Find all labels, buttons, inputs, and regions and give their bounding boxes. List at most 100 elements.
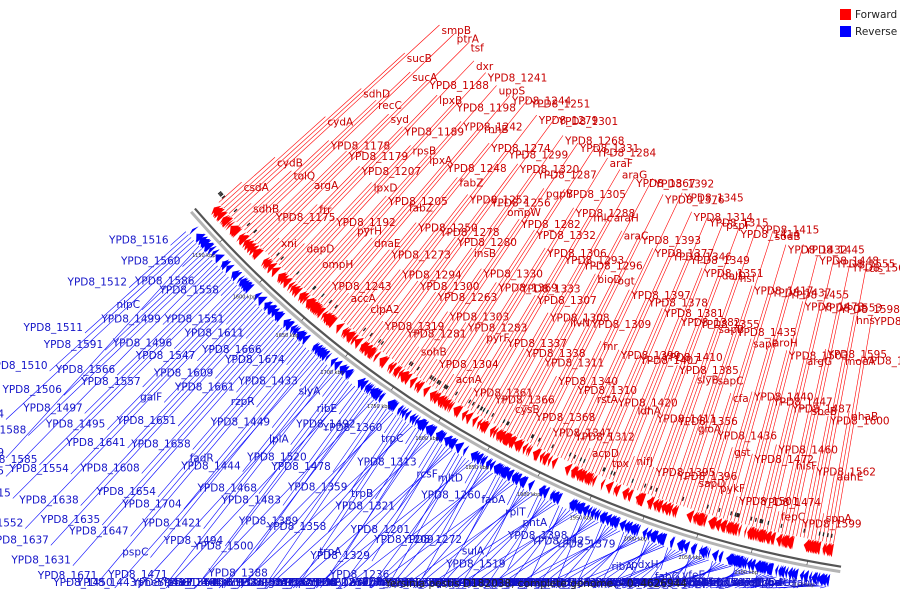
- reverse-gene-label: YPD8_1500: [193, 540, 253, 552]
- forward-gene-label: YPD8_1435: [736, 327, 796, 339]
- feature-mark: [537, 437, 541, 442]
- forward-gene-label: frr: [319, 204, 332, 216]
- forward-callout-line: [560, 431, 574, 459]
- reverse-callout-line: [401, 493, 535, 589]
- forward-feature-arrow: [622, 487, 630, 501]
- reverse-callout-line: [729, 567, 736, 588]
- reverse-gene-label: YPD8_1535: [599, 577, 659, 589]
- forward-callout-line: [309, 121, 462, 294]
- forward-feature-arrow: [400, 370, 410, 383]
- feature-mark: [328, 299, 333, 304]
- reverse-callout-line: [142, 287, 240, 388]
- forward-callout-line: [441, 373, 455, 393]
- forward-gene-label: sapB: [718, 324, 744, 336]
- reverse-callout-line: [537, 527, 614, 589]
- reverse-gene-label: YPD8_1589: [625, 577, 685, 589]
- forward-feature-arrow: [658, 499, 664, 513]
- reverse-feature-arrow: [583, 504, 589, 517]
- reverse-feature-arrow: [296, 330, 306, 341]
- forward-callout-line: [704, 244, 787, 514]
- reverse-gene-label: YPD8_1596: [619, 577, 680, 589]
- forward-callout-line: [510, 273, 596, 433]
- reverse-gene-label: YPD8_1388: [207, 568, 267, 580]
- forward-feature-arrow: [663, 502, 672, 516]
- forward-gene-label: ptrA: [457, 33, 480, 45]
- reverse-feature-arrow: [596, 509, 602, 522]
- forward-feature-arrow: [222, 217, 233, 227]
- reverse-feature-arrow: [515, 473, 522, 485]
- forward-gene-label: YPD8_1487: [791, 403, 851, 415]
- reverse-feature-arrow: [357, 377, 366, 389]
- forward-feature-arrow: [641, 493, 646, 507]
- forward-gene-label: ilvN: [570, 318, 590, 330]
- forward-feature-arrow: [253, 249, 264, 260]
- forward-callout-line: [432, 229, 535, 387]
- forward-gene-label: YPD8_1304: [438, 359, 499, 371]
- forward-callout-line: [814, 263, 868, 540]
- forward-callout-line: [785, 349, 826, 534]
- reverse-gene-label: YPD8_1591: [43, 339, 103, 351]
- reverse-gene-label: YPD8_1608: [79, 462, 139, 474]
- forward-callout-line: [506, 317, 569, 431]
- feature-mark: [471, 401, 475, 406]
- reverse-gene-label: galF: [140, 391, 162, 403]
- reverse-gene-label: YPD8_1538: [587, 577, 647, 589]
- forward-callout-line: [577, 211, 692, 466]
- forward-feature-arrow: [301, 294, 312, 305]
- reverse-gene-label: YPD8_1389: [238, 515, 298, 527]
- feature-mark: [436, 379, 440, 384]
- forward-callout-line: [391, 247, 473, 359]
- forward-callout-line: [317, 237, 373, 301]
- reverse-callout-line: [313, 461, 473, 589]
- forward-gene-label: sapD: [699, 478, 726, 490]
- forward-feature-arrow: [393, 365, 402, 378]
- reverse-feature-arrow: [340, 366, 350, 377]
- feature-mark: [602, 467, 606, 472]
- reverse-callout-line: [424, 503, 556, 589]
- reverse-feature-arrow: [271, 308, 281, 318]
- reverse-feature-arrow: [718, 550, 723, 563]
- reverse-gene-label: YPD8_1275: [375, 577, 435, 589]
- reverse-gene-label: oppC: [689, 577, 716, 589]
- forward-callout-line: [708, 482, 719, 515]
- forward-gene-label: hns: [856, 315, 875, 327]
- reverse-gene-label: YPD8_1551: [164, 313, 224, 325]
- reverse-gene-label: YPD8_1464: [161, 577, 222, 589]
- reverse-gene-label: YPD8_1370: [506, 577, 566, 589]
- reverse-gene-label: YPD8_1597: [691, 577, 751, 589]
- forward-gene-label: cls: [869, 263, 883, 275]
- forward-callout-line: [332, 292, 349, 313]
- reverse-callout-line: [439, 452, 456, 480]
- reverse-callout-line: [127, 306, 260, 449]
- forward-gene-label: YPD8_1561: [851, 263, 900, 275]
- forward-gene-label: ompH: [322, 259, 353, 271]
- forward-gene-label: YPD8_1198: [455, 102, 515, 114]
- reverse-feature-arrow: [731, 554, 739, 568]
- forward-gene-label: aroH: [773, 338, 798, 350]
- forward-gene-label: csdA: [244, 182, 270, 194]
- feature-mark: [246, 222, 251, 227]
- feature-mark: [491, 412, 495, 417]
- reverse-feature-arrow: [581, 504, 591, 517]
- reverse-callout-line: [711, 576, 777, 589]
- reverse-feature-arrow: [302, 335, 312, 346]
- reverse-gene-label: YPD8_1402: [476, 577, 536, 589]
- reverse-feature-arrow: [324, 352, 333, 363]
- forward-callout-line: [473, 212, 592, 413]
- forward-gene-label: YPD8_1279: [538, 115, 598, 127]
- reverse-feature-arrow: [813, 571, 817, 585]
- forward-feature-arrow: [551, 456, 559, 470]
- forward-gene-label: insB: [474, 248, 496, 260]
- forward-feature-arrow: [217, 212, 228, 222]
- feature-mark: [416, 366, 420, 371]
- forward-gene-label: sdhB: [253, 203, 279, 215]
- forward-callout-line: [329, 95, 511, 311]
- reverse-feature-arrow: [731, 553, 737, 567]
- feature-mark: [506, 421, 510, 426]
- reverse-gene-label: YPD8_1510: [0, 360, 48, 372]
- reverse-gene-label: YPD8_1418: [455, 577, 515, 589]
- reverse-feature-arrow: [636, 524, 642, 537]
- forward-feature-arrow: [264, 260, 275, 271]
- reverse-gene-label: sell: [731, 577, 749, 589]
- reverse-gene-label: YPD8_1365: [179, 577, 239, 589]
